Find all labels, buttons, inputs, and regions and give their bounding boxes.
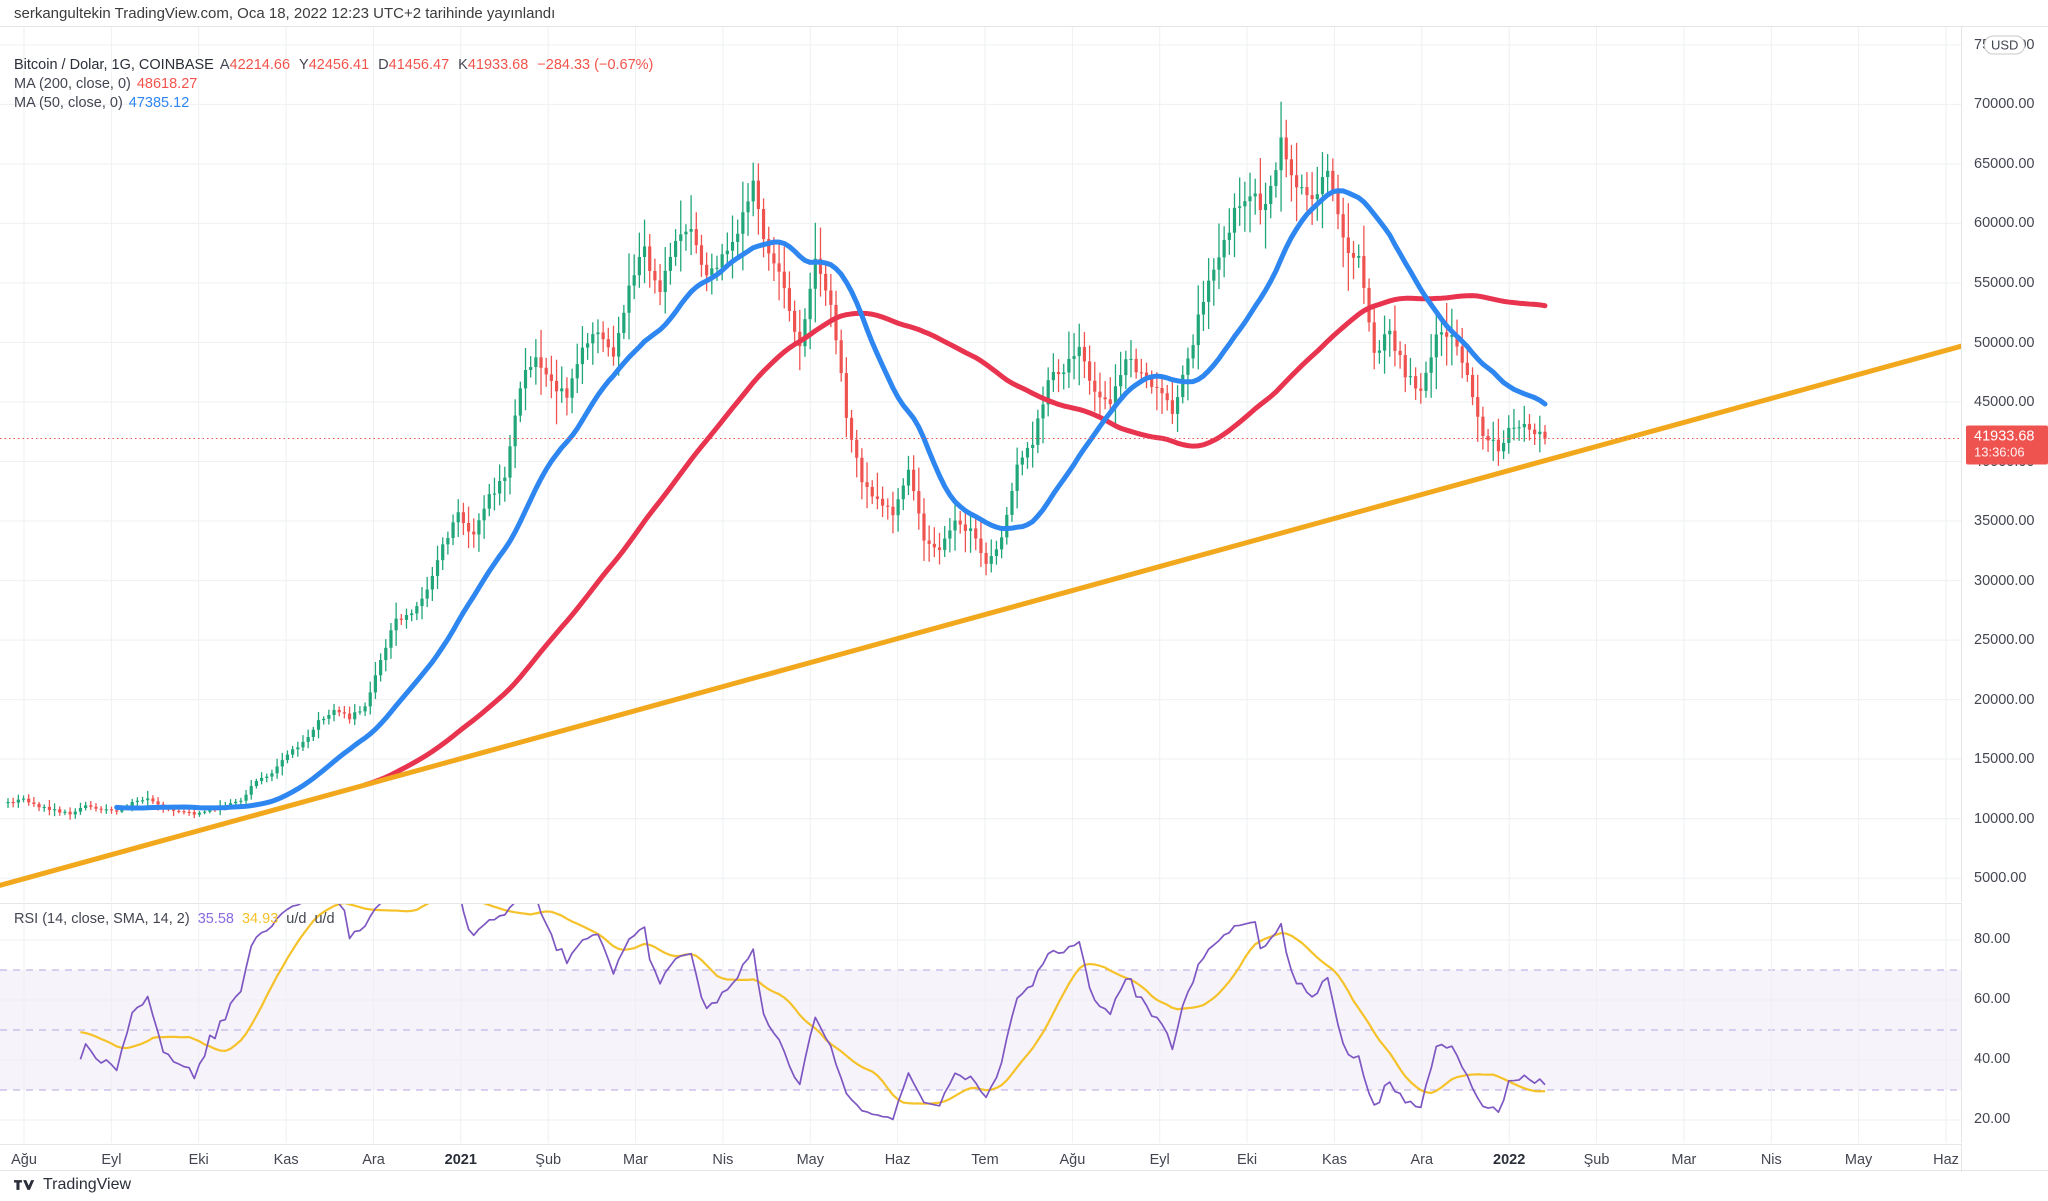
- rsi-chart-canvas: [0, 904, 1961, 1143]
- time-axis-tick: Ağu: [1059, 1152, 1086, 1168]
- time-axis-tick: Kas: [273, 1152, 299, 1168]
- time-axis-tick: Kas: [1322, 1152, 1347, 1168]
- time-axis-tick: Tem: [971, 1152, 999, 1168]
- last-price-value: 41933.68: [1974, 428, 2035, 444]
- publish-caption-text: serkangultekin TradingView.com, Oca 18, …: [14, 4, 556, 22]
- time-axis-tick: Ara: [1410, 1152, 1434, 1168]
- tradingview-logo: TradingView: [14, 1176, 131, 1194]
- chart-frame: Bitcoin / Dolar, 1G, COINBASE A42214.66 …: [0, 26, 2048, 1172]
- time-axis-tick: Mar: [623, 1152, 648, 1168]
- time-axis-tick: 2021: [444, 1152, 477, 1168]
- time-axis-tick: Eki: [188, 1152, 209, 1168]
- price-axis-tick: 5000.00: [1974, 870, 2027, 887]
- time-axis-tick: Haz: [884, 1152, 911, 1168]
- price-pane[interactable]: [0, 27, 1962, 902]
- time-axis-tick: Mar: [1671, 1152, 1697, 1168]
- time-axis-tick: Nis: [1760, 1152, 1782, 1168]
- price-axis-tick: 35000.00: [1974, 513, 2035, 529]
- publish-caption: serkangultekin TradingView.com, Oca 18, …: [0, 0, 2048, 26]
- price-axis-tick: 70000.00: [1974, 96, 2035, 113]
- price-axis-tick: 30000.00: [1974, 572, 2035, 589]
- time-axis-tick: Eki: [1237, 1152, 1258, 1168]
- rsi-pane[interactable]: [0, 903, 1962, 1143]
- time-axis-tick: Nis: [712, 1152, 734, 1168]
- tradingview-mark-icon: [14, 1178, 36, 1192]
- price-axis[interactable]: 75000.0070000.0065000.0060000.0055000.00…: [1962, 27, 2048, 902]
- time-axis-tick: May: [796, 1152, 824, 1168]
- time-axis[interactable]: Ağu Eyl Eki Kas Ara 2021 Şub Mar Nis May Haz Tem Ağu…: [0, 1144, 1962, 1172]
- rsi-axis[interactable]: 80.00 60.00 40.00 20.00: [1962, 903, 2048, 1143]
- price-axis-tick: 25000.00: [1974, 632, 2035, 649]
- time-axis-tick: Ağu: [11, 1152, 37, 1168]
- rsi-axis-tick: 40.00: [1974, 1051, 2011, 1067]
- price-axis-tick: 65000.00: [1974, 155, 2035, 172]
- time-axis-tick: Şub: [1583, 1152, 1610, 1168]
- time-axis-tick: Eyl: [101, 1152, 122, 1168]
- price-axis-tick: 45000.00: [1974, 394, 2035, 410]
- tradingview-logo-text: TradingView: [43, 1176, 132, 1193]
- price-axis-tick: 10000.00: [1974, 810, 2035, 827]
- last-price-badge[interactable]: 41933.68 13:36:06: [1966, 425, 2048, 464]
- time-axis-tick: Eyl: [1149, 1152, 1170, 1168]
- countdown-timer: 13:36:06: [1974, 444, 2025, 459]
- price-axis-tick: 50000.00: [1974, 334, 2035, 351]
- time-axis-tick: 2022: [1493, 1152, 1526, 1168]
- price-axis-tick: 55000.00: [1974, 275, 2035, 291]
- time-axis-tick: Haz: [1933, 1152, 1959, 1168]
- price-axis-tick: 15000.00: [1974, 751, 2035, 768]
- time-axis-tick: May: [1844, 1152, 1873, 1168]
- rsi-axis-tick: 60.00: [1974, 991, 2011, 1007]
- price-chart-canvas: [0, 27, 1961, 902]
- rsi-axis-tick: 80.00: [1974, 931, 2011, 947]
- price-axis-tick: 20000.00: [1974, 691, 2035, 708]
- time-axis-tick: Ara: [362, 1152, 385, 1168]
- currency-badge[interactable]: USD: [1984, 35, 2026, 55]
- price-axis-tick: 60000.00: [1974, 215, 2035, 232]
- rsi-axis-tick: 20.00: [1974, 1111, 2011, 1127]
- time-axis-tick: Şub: [535, 1152, 562, 1168]
